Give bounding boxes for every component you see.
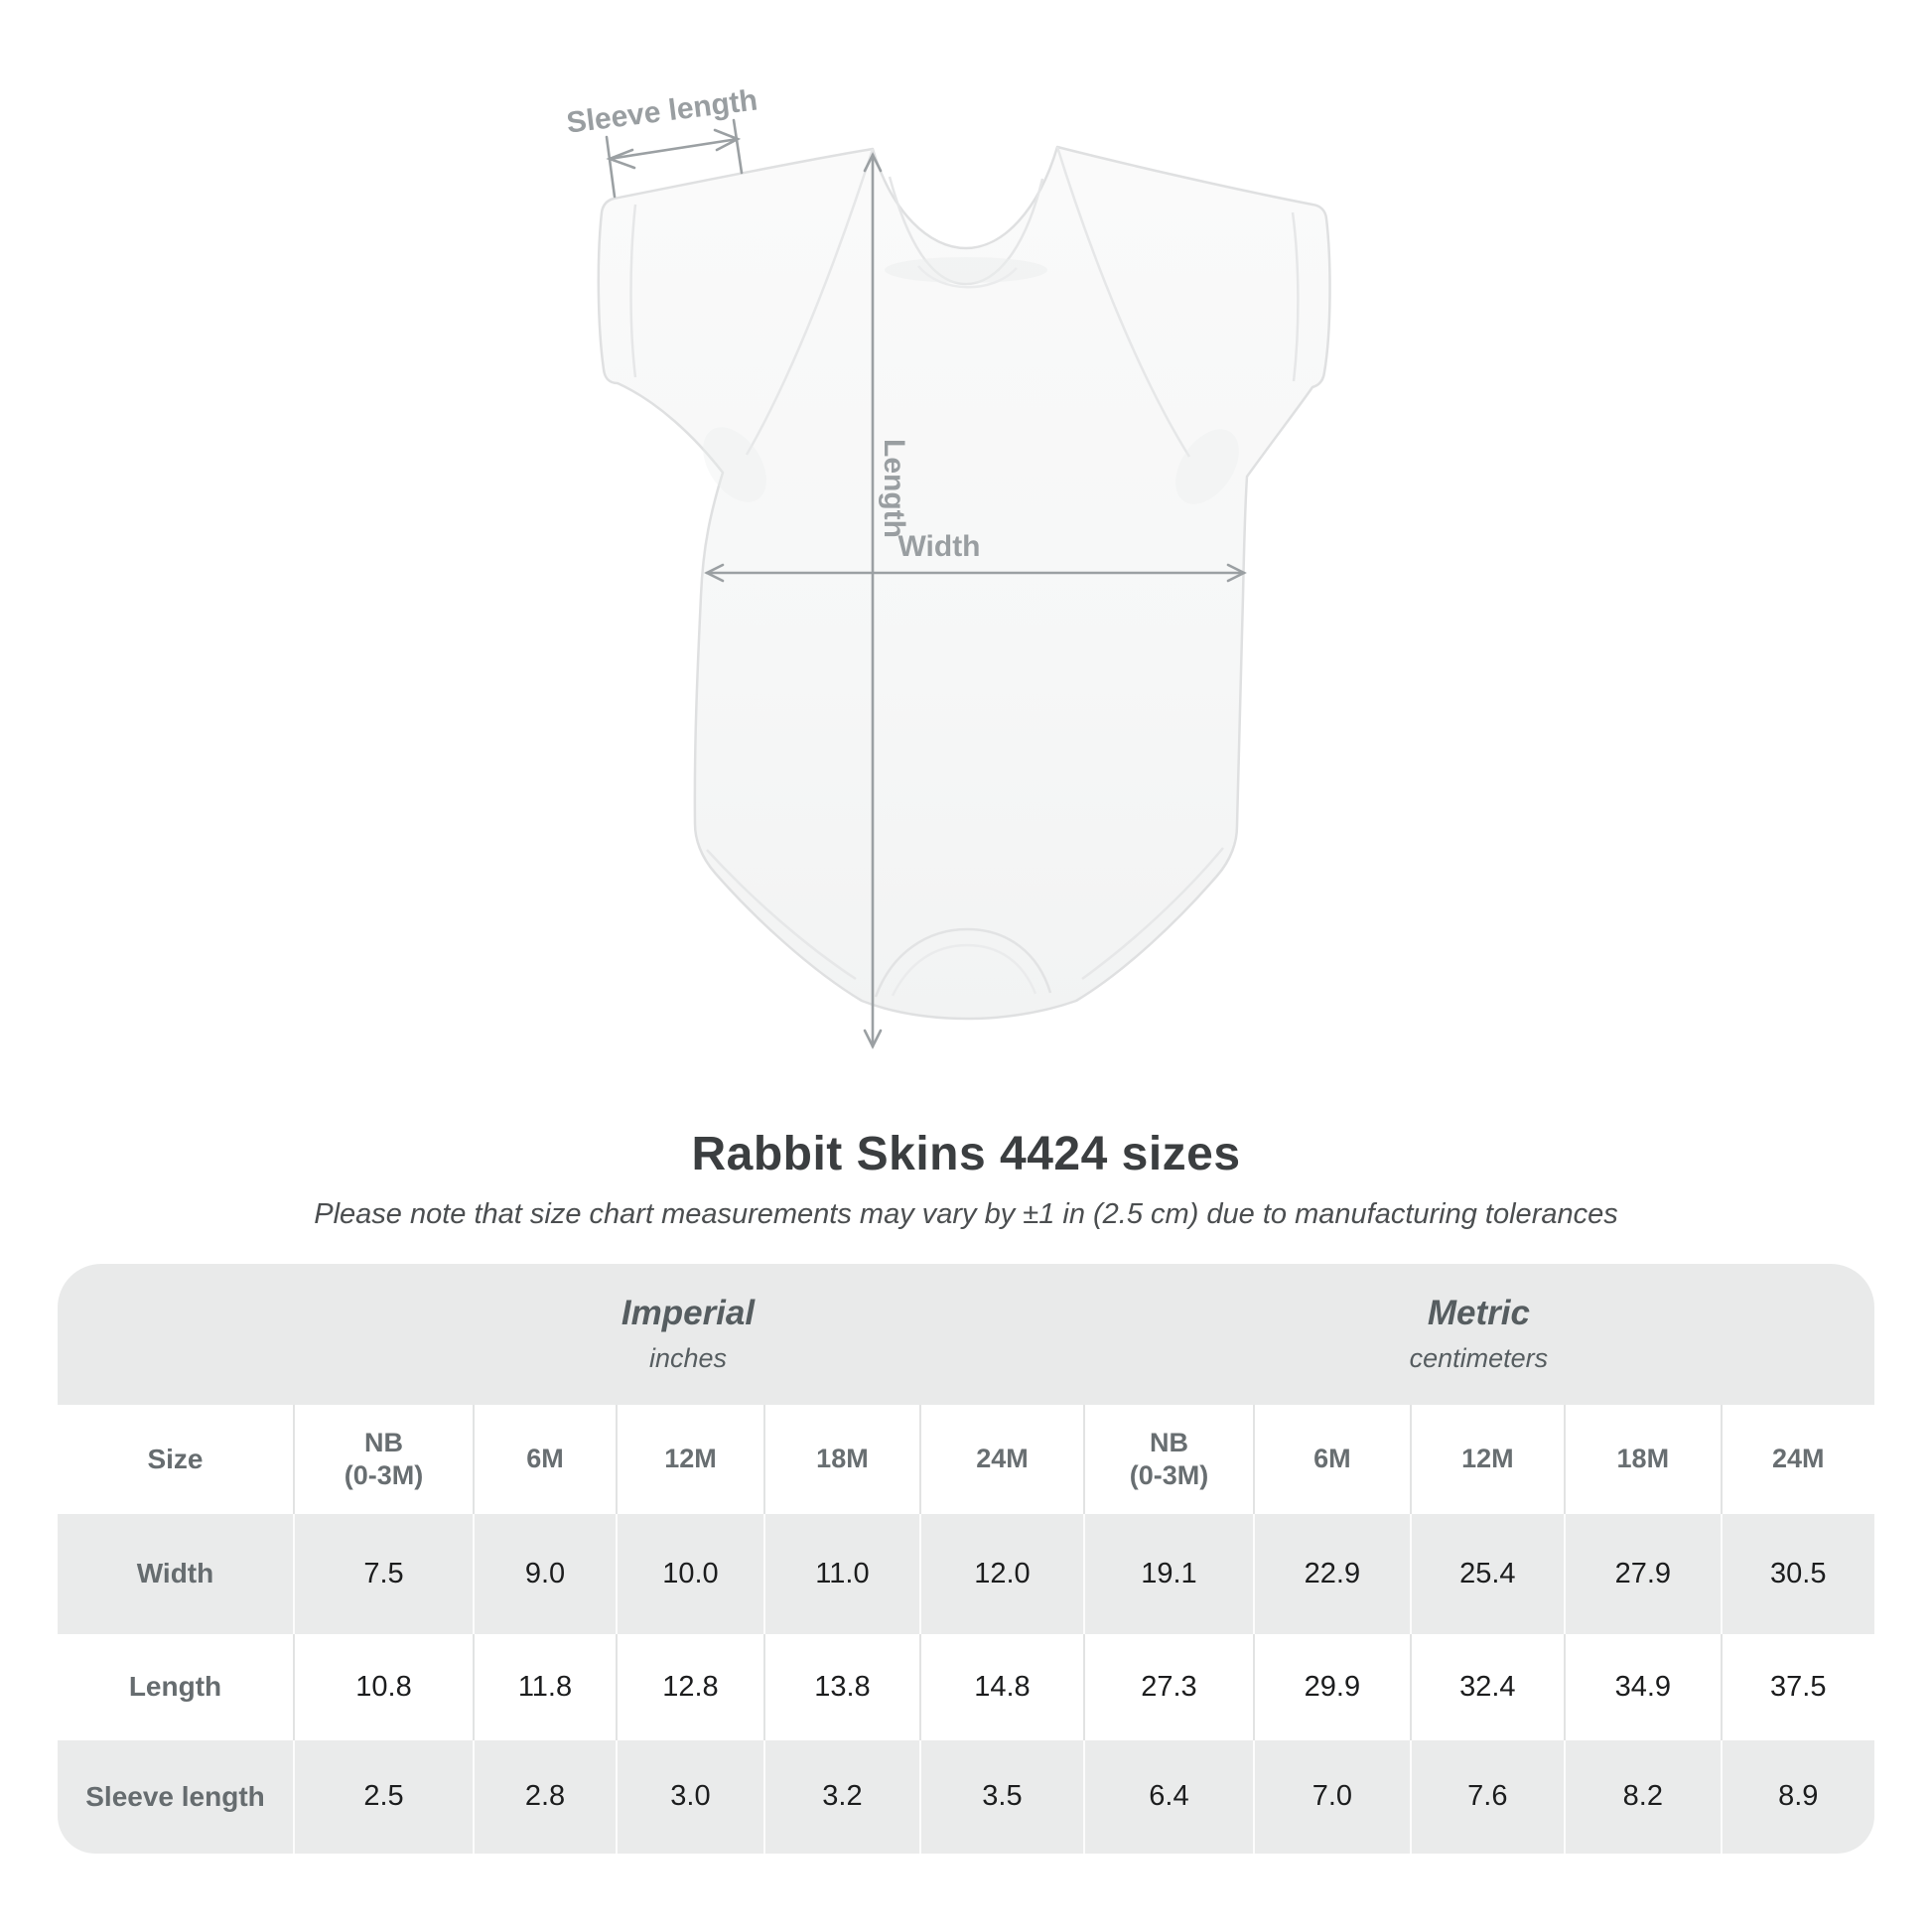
- table-cell: 6.4: [1083, 1739, 1253, 1854]
- table-cell: 37.5: [1720, 1633, 1874, 1740]
- table-cell: 12.0: [918, 1513, 1083, 1634]
- imperial-unit: inches: [648, 1343, 728, 1374]
- leg-bindings: [706, 847, 1224, 981]
- column-header-24m-metric: 24M: [1720, 1404, 1874, 1514]
- sleeve-length-dimension: [605, 118, 744, 199]
- band-spacer: [58, 1264, 293, 1405]
- table-cell: 27.3: [1083, 1633, 1253, 1740]
- row-label: Sleeve length: [85, 1780, 265, 1812]
- column-header-12m-metric: 12M: [1409, 1404, 1564, 1514]
- metric-label: Metric: [1427, 1294, 1530, 1333]
- row-label: Length: [128, 1671, 222, 1703]
- lap-shoulder-folds: [745, 146, 1191, 458]
- table-cell: 2.8: [472, 1739, 616, 1854]
- table-cell: 27.9: [1563, 1513, 1721, 1634]
- column-header-18m: 18M: [762, 1404, 919, 1514]
- table-cell: 3.5: [918, 1739, 1083, 1854]
- length-label: Length: [878, 439, 910, 538]
- width-dimension: [704, 563, 1247, 583]
- table-row-sleeve-length: Sleeve length 2.5 2.8 3.0 3.2 3.5 6.4 7.…: [58, 1739, 1874, 1854]
- metric-unit: centimeters: [1409, 1343, 1549, 1374]
- column-header-6m-metric: 6M: [1252, 1404, 1410, 1514]
- fabric-shading: [703, 257, 1239, 504]
- column-header-label: NB: [363, 1427, 403, 1457]
- size-table: Imperial inches Metric centimeters Size …: [58, 1263, 1874, 1854]
- measurement-annotations: [605, 118, 1247, 1049]
- column-header-6m: 6M: [472, 1404, 616, 1514]
- table-cell: 2.5: [292, 1739, 473, 1854]
- unit-group-band: Imperial inches Metric centimeters: [58, 1263, 1874, 1405]
- table-cell: 8.9: [1720, 1739, 1874, 1854]
- table-cell: 32.4: [1409, 1633, 1564, 1740]
- bodysuit-size-diagram: Sleeve length Length Width: [565, 83, 1331, 1049]
- table-cell: 3.2: [762, 1739, 919, 1854]
- column-header-label: NB: [1149, 1427, 1188, 1457]
- table-cell: 34.9: [1563, 1633, 1721, 1740]
- row-label: Width: [136, 1558, 214, 1589]
- column-header-sublabel: (0-3M): [1129, 1459, 1209, 1490]
- table-cell: 22.9: [1252, 1513, 1410, 1634]
- table-cell: 29.9: [1252, 1633, 1410, 1740]
- imperial-label: Imperial: [621, 1294, 756, 1333]
- table-cell: 19.1: [1083, 1513, 1253, 1634]
- width-label: Width: [897, 530, 980, 563]
- column-header-24m: 24M: [918, 1404, 1083, 1514]
- length-dimension: [863, 152, 883, 1049]
- table-cell: 30.5: [1720, 1513, 1874, 1634]
- table-cell: 12.8: [615, 1633, 763, 1740]
- column-header-sublabel: (0-3M): [344, 1459, 424, 1490]
- imperial-group-header: Imperial inches: [293, 1264, 1083, 1405]
- column-header-18m-metric: 18M: [1563, 1404, 1721, 1514]
- table-cell: 25.4: [1409, 1513, 1564, 1634]
- tolerance-note: Please note that size chart measurements…: [314, 1197, 1618, 1230]
- table-cell: 14.8: [918, 1633, 1083, 1740]
- column-header-nb: NB (0-3M): [292, 1404, 473, 1514]
- table-row-width: Width 7.5 9.0 10.0 11.0 12.0 19.1 22.9 2…: [58, 1513, 1874, 1634]
- crotch-flap: [874, 927, 1052, 998]
- size-header: Size: [147, 1443, 204, 1474]
- sleeve-length-label: Sleeve length: [565, 83, 759, 139]
- column-header-nb-metric: NB (0-3M): [1083, 1404, 1253, 1514]
- table-cell: 10.8: [292, 1633, 473, 1740]
- page-title: Rabbit Skins 4424 sizes: [691, 1128, 1241, 1180]
- table-cell: 9.0: [472, 1513, 616, 1634]
- metric-group-header: Metric centimeters: [1083, 1264, 1874, 1405]
- sleeve-hems: [629, 204, 1300, 382]
- table-cell: 7.6: [1409, 1739, 1564, 1854]
- table-cell: 8.2: [1563, 1739, 1721, 1854]
- column-header-row: Size NB (0-3M) 6M 12M 18M 24M NB (0-3M) …: [58, 1404, 1874, 1514]
- table-cell: 11.0: [762, 1513, 919, 1634]
- table-cell: 3.0: [615, 1739, 763, 1854]
- table-cell: 7.5: [292, 1513, 473, 1634]
- table-row-length: Length 10.8 11.8 12.8 13.8 14.8 27.3 29.…: [58, 1633, 1874, 1740]
- table-cell: 7.0: [1252, 1739, 1410, 1854]
- bodysuit-outline: [597, 145, 1331, 1021]
- column-header-12m: 12M: [615, 1404, 763, 1514]
- table-cell: 11.8: [472, 1633, 616, 1740]
- table-cell: 10.0: [615, 1513, 763, 1634]
- table-cell: 13.8: [762, 1633, 919, 1740]
